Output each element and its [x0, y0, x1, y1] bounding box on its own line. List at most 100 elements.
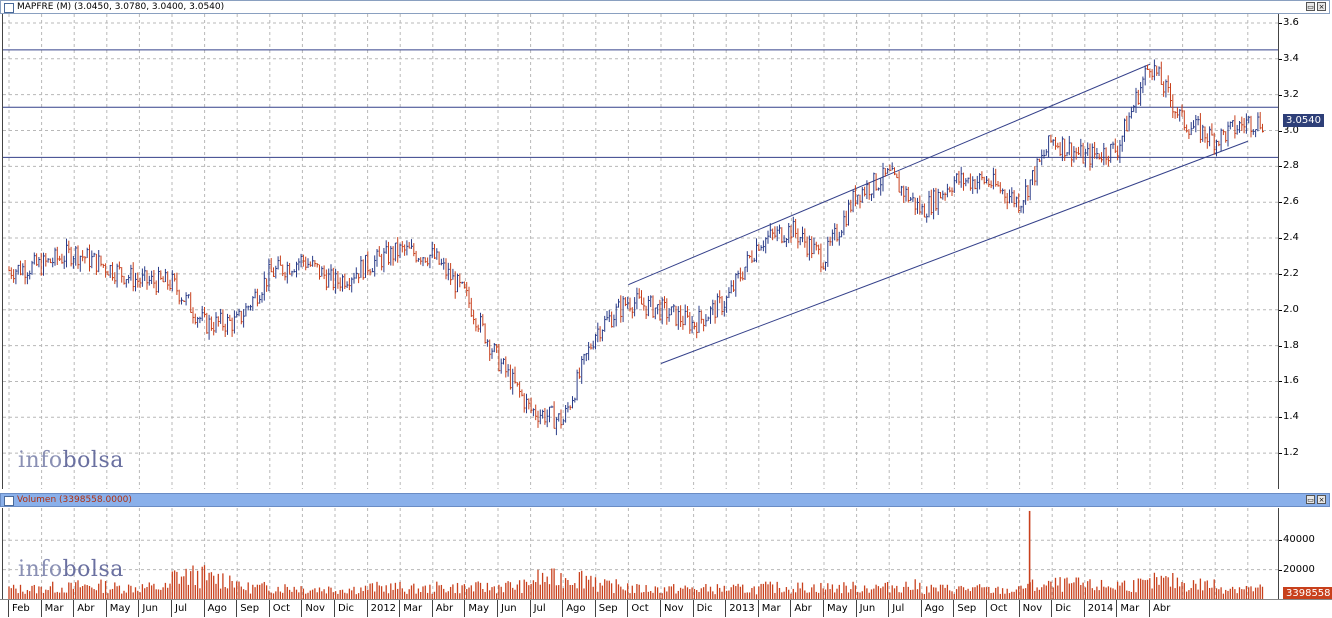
y-tick-label: 20000: [1283, 563, 1315, 575]
x-tick-label: Oct: [272, 603, 291, 614]
x-tick-label: Jun: [859, 603, 876, 614]
x-tick-label: Oct: [631, 603, 649, 614]
y-tick-mark: [1279, 273, 1282, 275]
x-tick-label: Jun: [501, 603, 517, 614]
panel-icon: [4, 496, 14, 506]
price-panel-title: MAPFRE (M) (3.0450, 3.0780, 3.0400, 3.05…: [17, 2, 225, 12]
x-tick-separator: [823, 600, 824, 617]
volume-y-axis: 20000 40000: [1279, 508, 1332, 599]
y-tick-label: 1.8: [1283, 339, 1299, 351]
price-plot-area[interactable]: [2, 14, 1279, 489]
volume-panel-title: Volumen (3398558.0000): [17, 495, 132, 505]
x-tick-label: Abr: [435, 603, 454, 614]
x-tick-separator: [888, 600, 890, 617]
x-tick-label: Ago: [207, 603, 227, 614]
restore-button[interactable]: ▭: [1306, 495, 1315, 504]
x-tick-label: 2012: [370, 603, 397, 614]
infobolsa-logo: infobolsa: [18, 448, 124, 473]
y-tick-mark: [1279, 569, 1282, 571]
y-tick-mark: [1279, 202, 1282, 204]
x-tick-label: Abr: [1153, 603, 1171, 614]
trend-channel-upper: [628, 63, 1151, 286]
y-tick-label: 3.2: [1283, 88, 1299, 100]
x-tick-separator: [757, 600, 759, 617]
price-last-value: 3.0540: [1283, 113, 1324, 127]
restore-button[interactable]: ▭: [1306, 2, 1315, 11]
y-tick-mark: [1279, 309, 1282, 311]
y-tick-mark: [1279, 417, 1282, 419]
x-tick-separator: [529, 600, 531, 617]
y-tick-mark: [1279, 94, 1282, 96]
x-tick-separator: [920, 600, 922, 617]
x-tick-label: Mar: [403, 603, 423, 614]
x-tick-label: May: [827, 603, 848, 614]
volume-panel: Volumen (3398558.0000) ▭ × 20000 40000 33…: [0, 493, 1332, 600]
x-tick-separator: [464, 600, 466, 617]
y-tick-mark: [1279, 58, 1282, 60]
x-tick-separator: [236, 600, 238, 617]
x-tick-label: Abr: [77, 603, 95, 614]
x-tick-separator: [268, 600, 270, 617]
x-tick-separator: [138, 600, 140, 617]
y-tick-mark: [1279, 453, 1282, 455]
price-chart: [3, 14, 1278, 489]
price-panel-titlebar[interactable]: MAPFRE (M) (3.0450, 3.0780, 3.0400, 3.05…: [0, 0, 1330, 14]
y-tick-mark: [1279, 345, 1282, 347]
y-tick-mark: [1279, 166, 1282, 168]
x-tick-label: Sep: [240, 603, 260, 614]
x-tick-label: 2013: [729, 603, 755, 614]
x-tick-separator: [594, 600, 596, 617]
x-tick-separator: [497, 600, 498, 617]
x-tick-separator: [1116, 600, 1118, 617]
x-tick-separator: [105, 600, 107, 617]
y-tick-label: 2.2: [1283, 267, 1299, 279]
x-tick-separator: [334, 600, 335, 617]
panel-icon: [4, 3, 14, 13]
x-tick-separator: [73, 600, 75, 617]
y-tick-label: 3.6: [1283, 16, 1299, 28]
x-tick-label: Sep: [598, 603, 618, 614]
x-tick-label: Jul: [892, 603, 905, 614]
price-panel: MAPFRE (M) (3.0450, 3.0780, 3.0400, 3.05…: [0, 0, 1332, 490]
y-tick-mark: [1279, 540, 1282, 542]
x-tick-separator: [1083, 600, 1085, 617]
x-tick-label: Mar: [44, 603, 64, 614]
x-tick-separator: [562, 600, 564, 617]
x-tick-separator: [171, 600, 172, 617]
y-tick-label: 3.4: [1283, 52, 1299, 64]
x-tick-label: Jun: [142, 603, 159, 614]
x-tick-separator: [1051, 600, 1053, 617]
y-tick-label: 40000: [1283, 534, 1315, 546]
y-tick-label: 2.8: [1283, 160, 1299, 172]
volume-panel-titlebar[interactable]: Volumen (3398558.0000) ▭ ×: [0, 493, 1330, 507]
x-tick-separator: [1149, 600, 1150, 617]
close-button[interactable]: ×: [1317, 2, 1326, 11]
x-tick-separator: [8, 600, 9, 617]
x-tick-separator: [301, 600, 303, 617]
x-tick-separator: [855, 600, 857, 617]
close-button[interactable]: ×: [1317, 495, 1326, 504]
x-tick-label: Ago: [924, 603, 945, 614]
x-tick-separator: [431, 600, 433, 617]
x-tick-label: Sep: [957, 603, 977, 614]
x-tick-label: Nov: [1022, 603, 1043, 614]
x-tick-label: Abr: [794, 603, 812, 614]
x-tick-separator: [660, 600, 661, 617]
x-tick-separator: [399, 600, 401, 617]
x-tick-label: Ago: [566, 603, 586, 614]
volume-last-value: 3398558: [1283, 587, 1332, 600]
x-tick-separator: [40, 600, 42, 617]
x-tick-label: Dic: [338, 603, 354, 614]
x-tick-label: Feb: [12, 603, 30, 614]
volume-chart: [3, 508, 1278, 599]
y-tick-mark: [1279, 22, 1282, 24]
y-tick-label: 3.0: [1283, 124, 1299, 136]
x-tick-label: Oct: [990, 603, 1008, 614]
volume-plot-area[interactable]: [2, 508, 1279, 599]
x-tick-separator: [627, 600, 629, 617]
x-tick-label: Mar: [1120, 603, 1140, 614]
price-y-axis: 1.2 1.4 1.6 1.8 2.0 2.2 2.4 2.6 2.8 3.0 3.2 3.4 3.6: [1279, 14, 1332, 489]
y-tick-mark: [1279, 238, 1282, 240]
trend-channel-lower: [660, 140, 1248, 364]
y-tick-label: 1.4: [1283, 411, 1299, 423]
